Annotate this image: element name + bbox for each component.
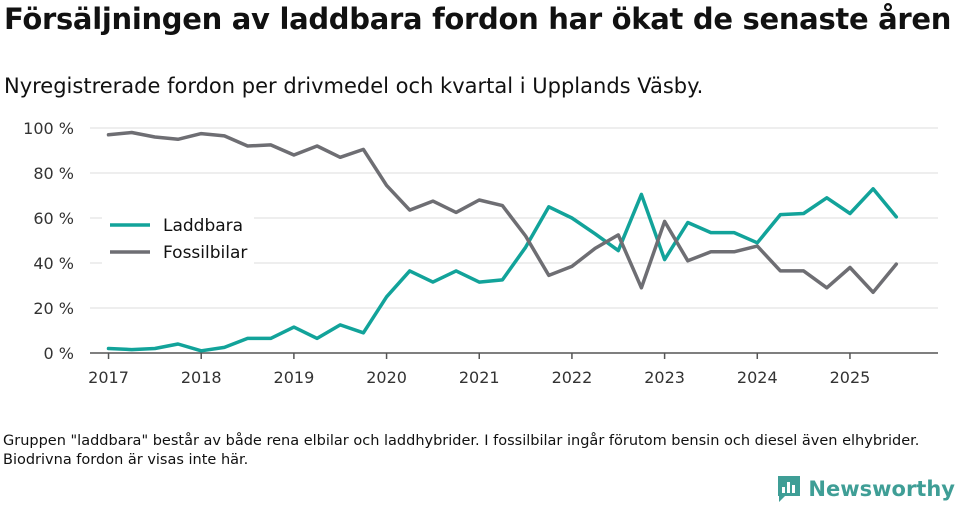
brand-name: Newsworthy <box>808 477 955 501</box>
x-tick-label: 2020 <box>366 368 407 387</box>
y-tick-label: 40 % <box>33 254 74 273</box>
x-tick-label: 2019 <box>274 368 315 387</box>
x-tick-label: 2025 <box>830 368 871 387</box>
series-line-laddbara <box>106 187 899 353</box>
line-chart: 0 % 20 % 40 % 60 % 80 % 100 % 2017 2018 2019 2020… <box>23 119 938 387</box>
legend-label: Fossilbilar <box>163 243 247 263</box>
legend-label: Laddbara <box>163 216 243 236</box>
footnote: Gruppen "laddbara" består av både rena e… <box>3 433 920 468</box>
y-tick-label: 20 % <box>33 299 74 318</box>
x-tick-label: 2021 <box>459 368 500 387</box>
series-line-fossilbilar <box>106 130 899 295</box>
y-tick-label: 100 % <box>23 119 74 138</box>
bar-chart-logo-icon <box>778 476 801 502</box>
x-tick-label: 2023 <box>644 368 685 387</box>
legend: Laddbara Fossilbilar <box>102 211 254 264</box>
x-tick-label: 2017 <box>88 368 129 387</box>
series-lines <box>106 130 899 353</box>
y-tick-label: 0 % <box>44 344 74 363</box>
axes: 0 % 20 % 40 % 60 % 80 % 100 % 2017 2018 2019 2020… <box>23 119 938 387</box>
chart-title: Försäljningen av laddbara fordon har öka… <box>4 2 952 36</box>
y-tick-label: 80 % <box>33 164 74 183</box>
x-tick-label: 2022 <box>552 368 593 387</box>
x-tick-label: 2024 <box>737 368 778 387</box>
y-tick-label: 60 % <box>33 209 74 228</box>
x-tick-label: 2018 <box>181 368 222 387</box>
brand-logo: Newsworthy <box>776 472 955 506</box>
chart-subtitle: Nyregistrerade fordon per drivmedel och … <box>4 74 704 98</box>
